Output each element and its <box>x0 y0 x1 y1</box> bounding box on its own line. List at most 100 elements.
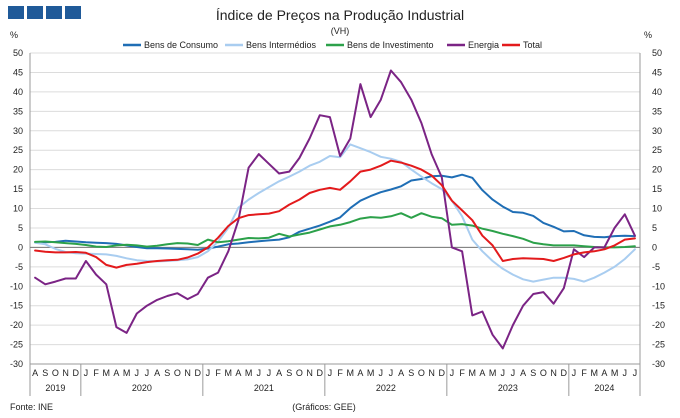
x-tick-label: J <box>623 368 628 378</box>
x-tick-label: F <box>581 368 587 378</box>
y-tick-label-right: -30 <box>652 359 665 369</box>
year-label: 2020 <box>132 383 152 393</box>
y-tick-label-right: -5 <box>652 262 660 272</box>
series-line-bens-intermédios <box>34 143 636 283</box>
x-tick-label: M <box>245 368 253 378</box>
x-tick-label: S <box>530 368 536 378</box>
y-tick-label-right: 10 <box>652 204 662 214</box>
x-tick-label: M <box>123 368 131 378</box>
x-tick-label: A <box>479 368 485 378</box>
y-axis-label-left: % <box>10 30 18 40</box>
x-tick-label: O <box>540 368 547 378</box>
y-tick-label-left: 0 <box>18 242 23 252</box>
source-note: Fonte: INE <box>10 402 53 412</box>
y-tick-label-right: -20 <box>652 320 665 330</box>
x-tick-label: M <box>367 368 375 378</box>
x-tick-label: A <box>32 368 38 378</box>
x-tick-label: M <box>103 368 111 378</box>
y-tick-label-left: 10 <box>13 204 23 214</box>
x-tick-label: O <box>174 368 181 378</box>
legend-label: Bens de Consumo <box>144 40 218 50</box>
gee-logo <box>8 6 81 19</box>
y-tick-label-right: 5 <box>652 223 657 233</box>
y-tick-label-right: 30 <box>652 126 662 136</box>
y-tick-label-right: -10 <box>652 281 665 291</box>
x-tick-label: N <box>62 368 69 378</box>
y-axis-ticks: -30 -30 -25 -25 -20 -20 -15 -15 -10 -10 -5 -5 0 0 5 5 10… <box>10 48 665 369</box>
x-tick-label: A <box>154 368 160 378</box>
x-tick-label: O <box>52 368 59 378</box>
x-tick-label: M <box>591 368 599 378</box>
credit-note: (Gráficos: GEE) <box>292 402 356 412</box>
x-tick-label: J <box>379 368 384 378</box>
x-tick-label: J <box>389 368 394 378</box>
gridlines <box>29 52 641 365</box>
series-lines <box>34 69 636 350</box>
x-tick-label: N <box>428 368 435 378</box>
chart-title: Índice de Preços na Produção Industrial <box>216 7 464 23</box>
x-tick-label: J <box>145 368 150 378</box>
year-label: 2021 <box>254 383 274 393</box>
y-tick-label-right: 35 <box>652 106 662 116</box>
x-tick-label: A <box>113 368 119 378</box>
x-tick-label: O <box>296 368 303 378</box>
x-tick-label: J <box>328 368 333 378</box>
x-tick-label: S <box>42 368 48 378</box>
series-line-energia <box>34 69 636 350</box>
x-tick-label: M <box>347 368 355 378</box>
y-tick-label-left: 50 <box>13 48 23 58</box>
y-tick-label-left: 15 <box>13 184 23 194</box>
x-tick-label: M <box>611 368 619 378</box>
x-tick-label: A <box>276 368 282 378</box>
year-label: 2022 <box>376 383 396 393</box>
x-tick-label: D <box>73 368 80 378</box>
x-tick-label: M <box>225 368 233 378</box>
legend-label: Bens de Investimento <box>347 40 434 50</box>
logo-block <box>27 6 43 19</box>
x-tick-label: F <box>459 368 465 378</box>
y-tick-label-right: -15 <box>652 301 665 311</box>
y-tick-label-left: -15 <box>10 301 23 311</box>
x-tick-label: N <box>184 368 191 378</box>
x-tick-label: S <box>408 368 414 378</box>
x-tick-label: J <box>633 368 638 378</box>
y-tick-label-right: -25 <box>652 340 665 350</box>
y-tick-label-right: 45 <box>652 67 662 77</box>
x-tick-label: D <box>439 368 446 378</box>
y-tick-label-left: 5 <box>18 223 23 233</box>
y-tick-label-right: 40 <box>652 87 662 97</box>
x-tick-label: A <box>398 368 404 378</box>
x-tick-label: J <box>450 368 455 378</box>
x-tick-label: F <box>215 368 221 378</box>
x-tick-label: O <box>418 368 425 378</box>
year-label: 2024 <box>594 383 614 393</box>
x-tick-label: J <box>572 368 577 378</box>
y-tick-label-right: 25 <box>652 145 662 155</box>
x-tick-label: A <box>235 368 241 378</box>
y-tick-label-left: 35 <box>13 106 23 116</box>
x-tick-label: D <box>561 368 568 378</box>
y-tick-label-left: 40 <box>13 87 23 97</box>
logo-block <box>65 6 81 19</box>
y-tick-label-right: 0 <box>652 242 657 252</box>
x-tick-label: M <box>469 368 477 378</box>
series-line-bens-de-investimento <box>34 212 636 249</box>
series-line-total <box>34 159 636 269</box>
x-tick-label: A <box>357 368 363 378</box>
year-label: 2023 <box>498 383 518 393</box>
chart-subtitle: (VH) <box>331 26 350 36</box>
y-tick-label-left: -30 <box>10 359 23 369</box>
x-tick-label: S <box>164 368 170 378</box>
legend: Bens de Consumo Bens Intermédios Bens de I… <box>123 40 542 50</box>
logo-block <box>8 6 24 19</box>
y-tick-label-right: 20 <box>652 165 662 175</box>
y-tick-label-left: -20 <box>10 320 23 330</box>
x-tick-label: D <box>317 368 324 378</box>
x-tick-label: F <box>337 368 343 378</box>
y-tick-label-right: 50 <box>652 48 662 58</box>
y-tick-label-left: 45 <box>13 67 23 77</box>
y-axis-label-right: % <box>644 30 652 40</box>
x-tick-label: J <box>257 368 262 378</box>
